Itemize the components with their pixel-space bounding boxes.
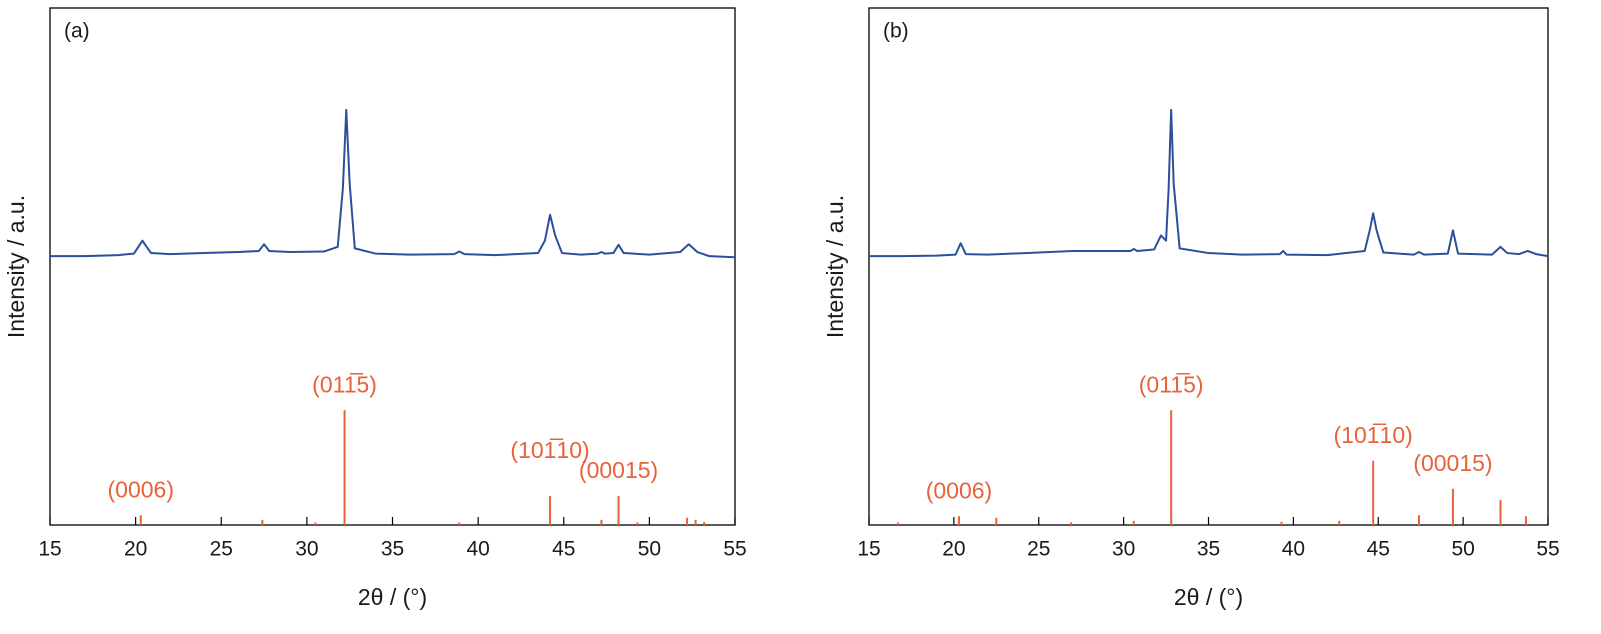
x-tick-label: 25 [1027, 538, 1050, 561]
x-tick-label: 20 [942, 538, 965, 561]
peak-label: (011̅5) [1139, 371, 1204, 397]
x-tick-label: 50 [1451, 538, 1474, 561]
x-tick-label: 20 [124, 538, 147, 561]
x-tick-label: 25 [210, 538, 233, 561]
panel: 15 20 25 30 35 40 45 50 55 (a) 2θ / (°) Intensity /… [3, 7, 747, 610]
x-tick-label: 45 [552, 538, 575, 561]
pattern-line [869, 108, 1549, 258]
x-tick-label: 40 [466, 538, 489, 561]
plot-frame [49, 7, 736, 526]
panel: 15 20 25 30 35 40 45 50 55 (b) 2θ / (°) Intensity /… [822, 7, 1560, 610]
peak-label: (101̅10) [510, 437, 589, 463]
peak-label: (011̅5) [312, 371, 377, 397]
x-axis-label: 2θ / (°) [358, 584, 427, 610]
x-tick-label: 55 [723, 538, 746, 561]
x-tick-label: 30 [1112, 538, 1135, 561]
y-axis-label: Intensity / a.u. [3, 195, 29, 338]
peak-label: (0006) [108, 476, 174, 502]
peak-label: (101̅10) [1334, 422, 1413, 448]
x-tick-label: 30 [295, 538, 318, 561]
x-tick-label: 55 [1536, 538, 1559, 561]
x-tick-label: 15 [857, 538, 880, 561]
x-tick-label: 15 [38, 538, 61, 561]
pattern-line [50, 108, 736, 259]
panel-label: (a) [64, 20, 90, 43]
x-axis-label: 2θ / (°) [1174, 584, 1243, 610]
x-tick-label: 40 [1282, 538, 1305, 561]
x-tick-label: 50 [638, 538, 661, 561]
plot-frame [868, 7, 1549, 526]
panel-label: (b) [883, 20, 909, 43]
x-tick-label: 35 [381, 538, 404, 561]
x-tick-label: 45 [1367, 538, 1390, 561]
peak-label: (00015) [1413, 450, 1492, 476]
peak-label: (0006) [926, 477, 992, 503]
x-tick-label: 35 [1197, 538, 1220, 561]
peak-label: (00015) [579, 457, 658, 483]
y-axis-label: Intensity / a.u. [822, 195, 848, 338]
